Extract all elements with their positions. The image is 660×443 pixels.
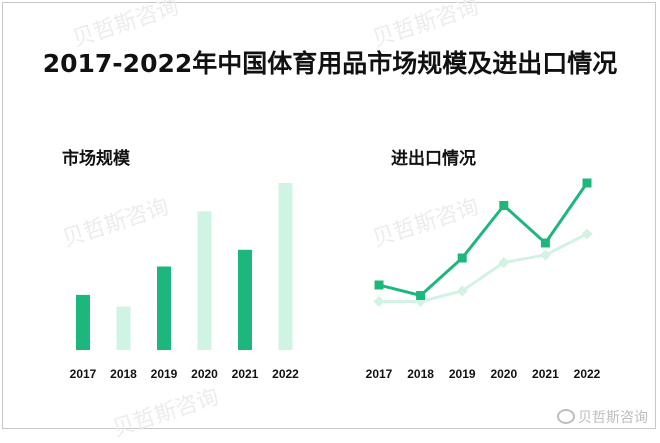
x-tick-label: 2017 — [70, 367, 97, 381]
bar-2019 — [157, 266, 171, 350]
marker-series-dark — [457, 253, 467, 263]
x-tick-label: 2018 — [407, 367, 434, 381]
line-chart-title: 进出口情况 — [391, 149, 476, 169]
weibo-icon — [557, 409, 575, 424]
x-tick-label: 2020 — [191, 367, 218, 381]
charts-canvas: 2017 2018 2019 2020 2021 2022 2017 2018 2019 2020… — [70, 178, 601, 381]
marker-series-dark — [499, 201, 509, 210]
bar-2020 — [197, 211, 212, 350]
x-tick-label: 2020 — [490, 367, 517, 381]
chart-frame — [2, 2, 656, 429]
weibo-watermark: 贝哲斯咨询 — [557, 407, 648, 427]
x-tick-label: 2019 — [449, 367, 476, 381]
x-tick-label: 2022 — [574, 367, 601, 381]
marker-series-light — [498, 257, 510, 268]
bar-2021 — [238, 249, 252, 350]
x-tick-label: 2021 — [532, 367, 559, 381]
x-tick-label: 2018 — [110, 367, 137, 381]
bar-2017 — [76, 294, 90, 350]
marker-series-light — [456, 285, 468, 297]
chart-title: 2017-2022年中国体育用品市场规模及进出口情况 — [42, 49, 618, 78]
bar-2018 — [116, 306, 131, 350]
x-tick-label: 2019 — [151, 367, 178, 381]
marker-series-light — [539, 249, 551, 261]
x-tick-label: 2017 — [366, 367, 393, 381]
marker-series-light — [581, 228, 593, 240]
marker-series-light — [373, 296, 385, 307]
x-tick-label: 2021 — [232, 367, 259, 381]
bar-chart-title: 市场规模 — [62, 149, 130, 169]
marker-series-dark — [540, 238, 550, 248]
marker-series-dark — [416, 291, 426, 300]
line-series-light — [379, 232, 588, 303]
marker-series-dark — [582, 178, 592, 188]
line-series-dark — [378, 182, 589, 298]
marker-series-dark — [374, 280, 384, 290]
bar-2022 — [278, 183, 293, 350]
x-tick-label: 2022 — [272, 367, 299, 381]
